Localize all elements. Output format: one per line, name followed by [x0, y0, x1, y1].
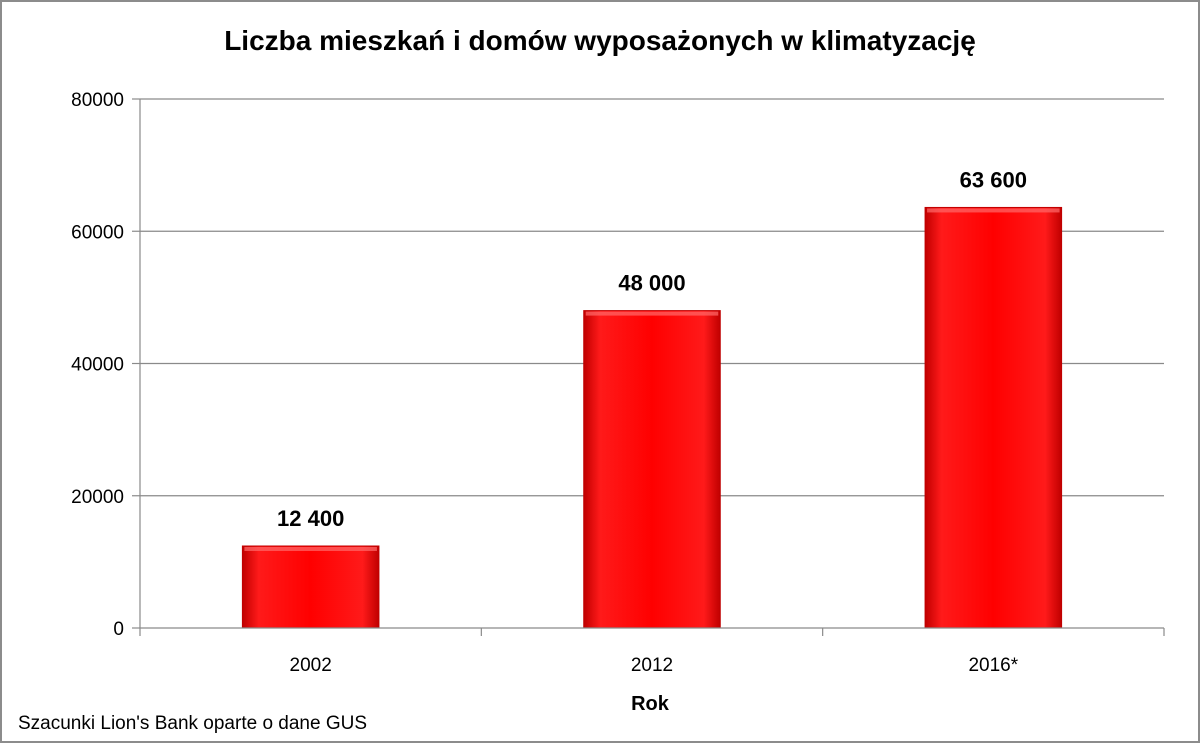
data-label: 63 600 — [960, 167, 1027, 192]
y-axis-ticks: 0 20000 40000 60000 80000 — [71, 90, 140, 640]
data-labels: 12 400 48 000 63 600 — [277, 167, 1027, 531]
y-tick-label: 80000 — [71, 90, 124, 111]
chart-title: Liczba mieszkań i domów wyposażonych w k… — [224, 25, 976, 56]
source-note: Szacunki Lion's Bank oparte o dane GUS — [18, 713, 367, 734]
bars — [241, 206, 1063, 629]
bar — [241, 545, 380, 629]
x-axis-ticks: 2002 2012 2016* — [139, 628, 1165, 676]
y-tick-label: 40000 — [71, 355, 124, 376]
y-tick-label: 20000 — [71, 487, 124, 508]
bar-highlight — [927, 208, 1060, 213]
x-tick-label: 2002 — [290, 655, 332, 676]
bar-highlight — [585, 311, 719, 316]
x-tick-label: 2016* — [968, 655, 1018, 676]
data-label: 48 000 — [618, 271, 685, 296]
x-tick-label: 2012 — [631, 655, 673, 676]
axes — [139, 99, 1164, 629]
bar-highlight — [244, 547, 377, 552]
bar — [924, 206, 1063, 629]
x-axis-title: Rok — [631, 693, 670, 715]
y-tick-label: 60000 — [71, 222, 124, 243]
bar — [583, 310, 721, 629]
y-tick-label: 0 — [113, 619, 124, 640]
data-label: 12 400 — [277, 506, 344, 531]
